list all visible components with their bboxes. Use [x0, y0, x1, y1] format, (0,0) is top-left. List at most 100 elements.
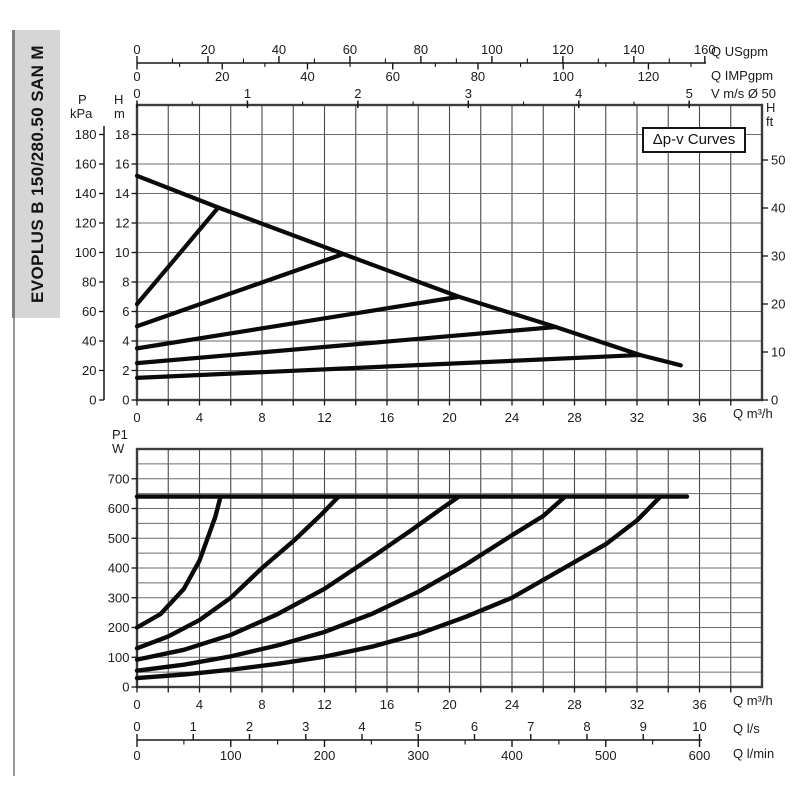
power-q-tick-label: 20 [442, 697, 456, 712]
head-q-tick-label: 36 [692, 410, 706, 425]
power-w-tick-label: 600 [108, 501, 130, 516]
power-q-tick-label: 0 [133, 697, 140, 712]
usgpm-axis-unit: Q USgpm [711, 44, 769, 59]
velocity-tick-label: 2 [354, 86, 361, 101]
kpa-tick-label: 180 [75, 127, 97, 142]
head-curve-dpv-setpoint-3m [134, 352, 643, 380]
kpa-tick-label: 0 [89, 393, 96, 408]
head-q-tick-label: 12 [317, 410, 331, 425]
pressure-axis-unit: kPa [70, 106, 93, 121]
model-sidebar: EVOPLUS B 150/280.50 SAN M [12, 30, 60, 318]
usgpm-tick-label: 140 [623, 42, 645, 57]
usgpm-tick-label: 80 [414, 42, 428, 57]
model-name: EVOPLUS B 150/280.50 SAN M [27, 45, 47, 303]
kpa-tick-label: 140 [75, 186, 97, 201]
dpv-curves-annotation-box: Δp-v Curves [642, 127, 746, 153]
kpa-tick-label: 160 [75, 157, 97, 172]
power-q-tick-label: 28 [567, 697, 581, 712]
impgpm-tick-label: 120 [638, 69, 660, 84]
power-flow-axis-unit: Q m³/h [733, 693, 773, 708]
impgpm-tick-label: 40 [300, 69, 314, 84]
power-q-tick-label: 16 [380, 697, 394, 712]
velocity-tick-label: 5 [686, 86, 693, 101]
head-m-tick-label: 2 [122, 363, 129, 378]
usgpm-tick-label: 0 [133, 42, 140, 57]
power-w-tick-label: 100 [108, 650, 130, 665]
head-ft-tick-label: 50 [771, 153, 785, 168]
head-m-tick-label: 8 [122, 275, 129, 290]
impgpm-tick-label: 0 [133, 69, 140, 84]
lmin-tick-label: 500 [595, 748, 617, 763]
head-m-axis-unit: m [114, 106, 125, 121]
head-m-tick-label: 0 [122, 393, 129, 408]
head-ft-tick-label: 30 [771, 249, 785, 264]
dpv-curves-annotation: Δp-v Curves [652, 131, 736, 148]
impgpm-tick-label: 60 [385, 69, 399, 84]
head-curve-dpv-setpoint-5m [134, 324, 558, 366]
power-curve-p1-dpv-5m [134, 494, 568, 673]
pressure-axis-symbol: P [78, 92, 87, 107]
head-q-tick-label: 24 [505, 410, 519, 425]
usgpm-tick-label: 160 [694, 42, 716, 57]
lmin-tick-label: 300 [407, 748, 429, 763]
power-q-tick-label: 32 [630, 697, 644, 712]
usgpm-tick-label: 100 [481, 42, 503, 57]
power-w-tick-label: 0 [122, 680, 129, 695]
ls-tick-label: 6 [471, 719, 478, 734]
lmin-tick-label: 400 [501, 748, 523, 763]
ls-tick-label: 8 [583, 719, 590, 734]
head-m-tick-label: 18 [115, 127, 129, 142]
page-edge-line [13, 318, 15, 776]
lmin-tick-label: 200 [314, 748, 336, 763]
impgpm-tick-label: 100 [552, 69, 574, 84]
kpa-tick-label: 60 [82, 304, 96, 319]
head-q-tick-label: 16 [380, 410, 394, 425]
velocity-tick-label: 4 [575, 86, 582, 101]
head-q-tick-label: 4 [196, 410, 203, 425]
head-ft-tick-label: 20 [771, 297, 785, 312]
power-curve-p1-dpv-13m [134, 494, 223, 630]
head-q-tick-label: 32 [630, 410, 644, 425]
power-w-tick-label: 700 [108, 471, 130, 486]
head-ft-tick-label: 0 [771, 393, 778, 408]
usgpm-tick-label: 20 [201, 42, 215, 57]
power-q-tick-label: 12 [317, 697, 331, 712]
kpa-tick-label: 100 [75, 245, 97, 260]
power-w-tick-label: 400 [108, 561, 130, 576]
head-curve-dpv-setpoint-10m [134, 251, 346, 329]
ls-tick-label: 7 [527, 719, 534, 734]
head-m-tick-label: 12 [115, 216, 129, 231]
power-curve-p1-dpv-10m [134, 494, 341, 651]
lmin-tick-label: 0 [133, 748, 140, 763]
power-w-tick-label: 500 [108, 531, 130, 546]
head-m-tick-label: 4 [122, 334, 129, 349]
power-q-tick-label: 4 [196, 697, 203, 712]
power-axis-unit: W [112, 441, 125, 456]
head-m-axis-symbol: H [114, 92, 124, 107]
kpa-tick-label: 80 [82, 275, 96, 290]
head-m-tick-label: 10 [115, 245, 129, 260]
head-ft-tick-label: 40 [771, 201, 785, 216]
velocity-tick-label: 1 [244, 86, 251, 101]
kpa-tick-label: 120 [75, 216, 97, 231]
lmin-tick-label: 600 [689, 748, 711, 763]
head-q-tick-label: 8 [258, 410, 265, 425]
head-m-tick-label: 14 [115, 186, 129, 201]
flow-lmin-axis-unit: Q l/min [733, 746, 775, 761]
head-m-tick-label: 6 [122, 304, 129, 319]
velocity-axis-unit: V m/s Ø 50 [711, 86, 777, 101]
power-q-tick-label: 8 [258, 697, 265, 712]
usgpm-tick-label: 60 [343, 42, 357, 57]
head-ft-axis-unit: ft [766, 114, 774, 129]
power-q-tick-label: 24 [505, 697, 519, 712]
power-w-tick-label: 300 [108, 590, 130, 605]
power-w-tick-label: 200 [108, 620, 130, 635]
head-q-tick-label: 20 [442, 410, 456, 425]
impgpm-axis-unit: Q IMPgpm [711, 68, 774, 83]
head-q-tick-label: 0 [133, 410, 140, 425]
lmin-tick-label: 100 [220, 748, 242, 763]
kpa-tick-label: 20 [82, 363, 96, 378]
velocity-tick-label: 3 [465, 86, 472, 101]
